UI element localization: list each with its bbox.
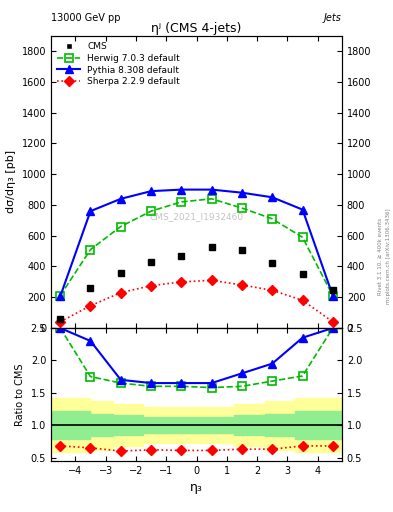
Y-axis label: dσ/dη₃ [pb]: dσ/dη₃ [pb]: [6, 151, 16, 214]
Legend: CMS, Herwig 7.0.3 default, Pythia 8.308 default, Sherpa 2.2.9 default: CMS, Herwig 7.0.3 default, Pythia 8.308 …: [55, 40, 182, 88]
Text: 13000 GeV pp: 13000 GeV pp: [51, 13, 121, 23]
X-axis label: η₃: η₃: [190, 481, 203, 494]
Text: CMS_2021_I1932460: CMS_2021_I1932460: [149, 212, 244, 222]
Text: Rivet 3.1.10, ≥ 400k events: Rivet 3.1.10, ≥ 400k events: [378, 218, 383, 294]
Y-axis label: Ratio to CMS: Ratio to CMS: [15, 363, 25, 425]
Text: Jets: Jets: [324, 13, 342, 23]
Text: mcplots.cern.ch [arXiv:1306.3436]: mcplots.cern.ch [arXiv:1306.3436]: [386, 208, 391, 304]
Title: ηʲ (CMS 4-jets): ηʲ (CMS 4-jets): [151, 22, 242, 35]
